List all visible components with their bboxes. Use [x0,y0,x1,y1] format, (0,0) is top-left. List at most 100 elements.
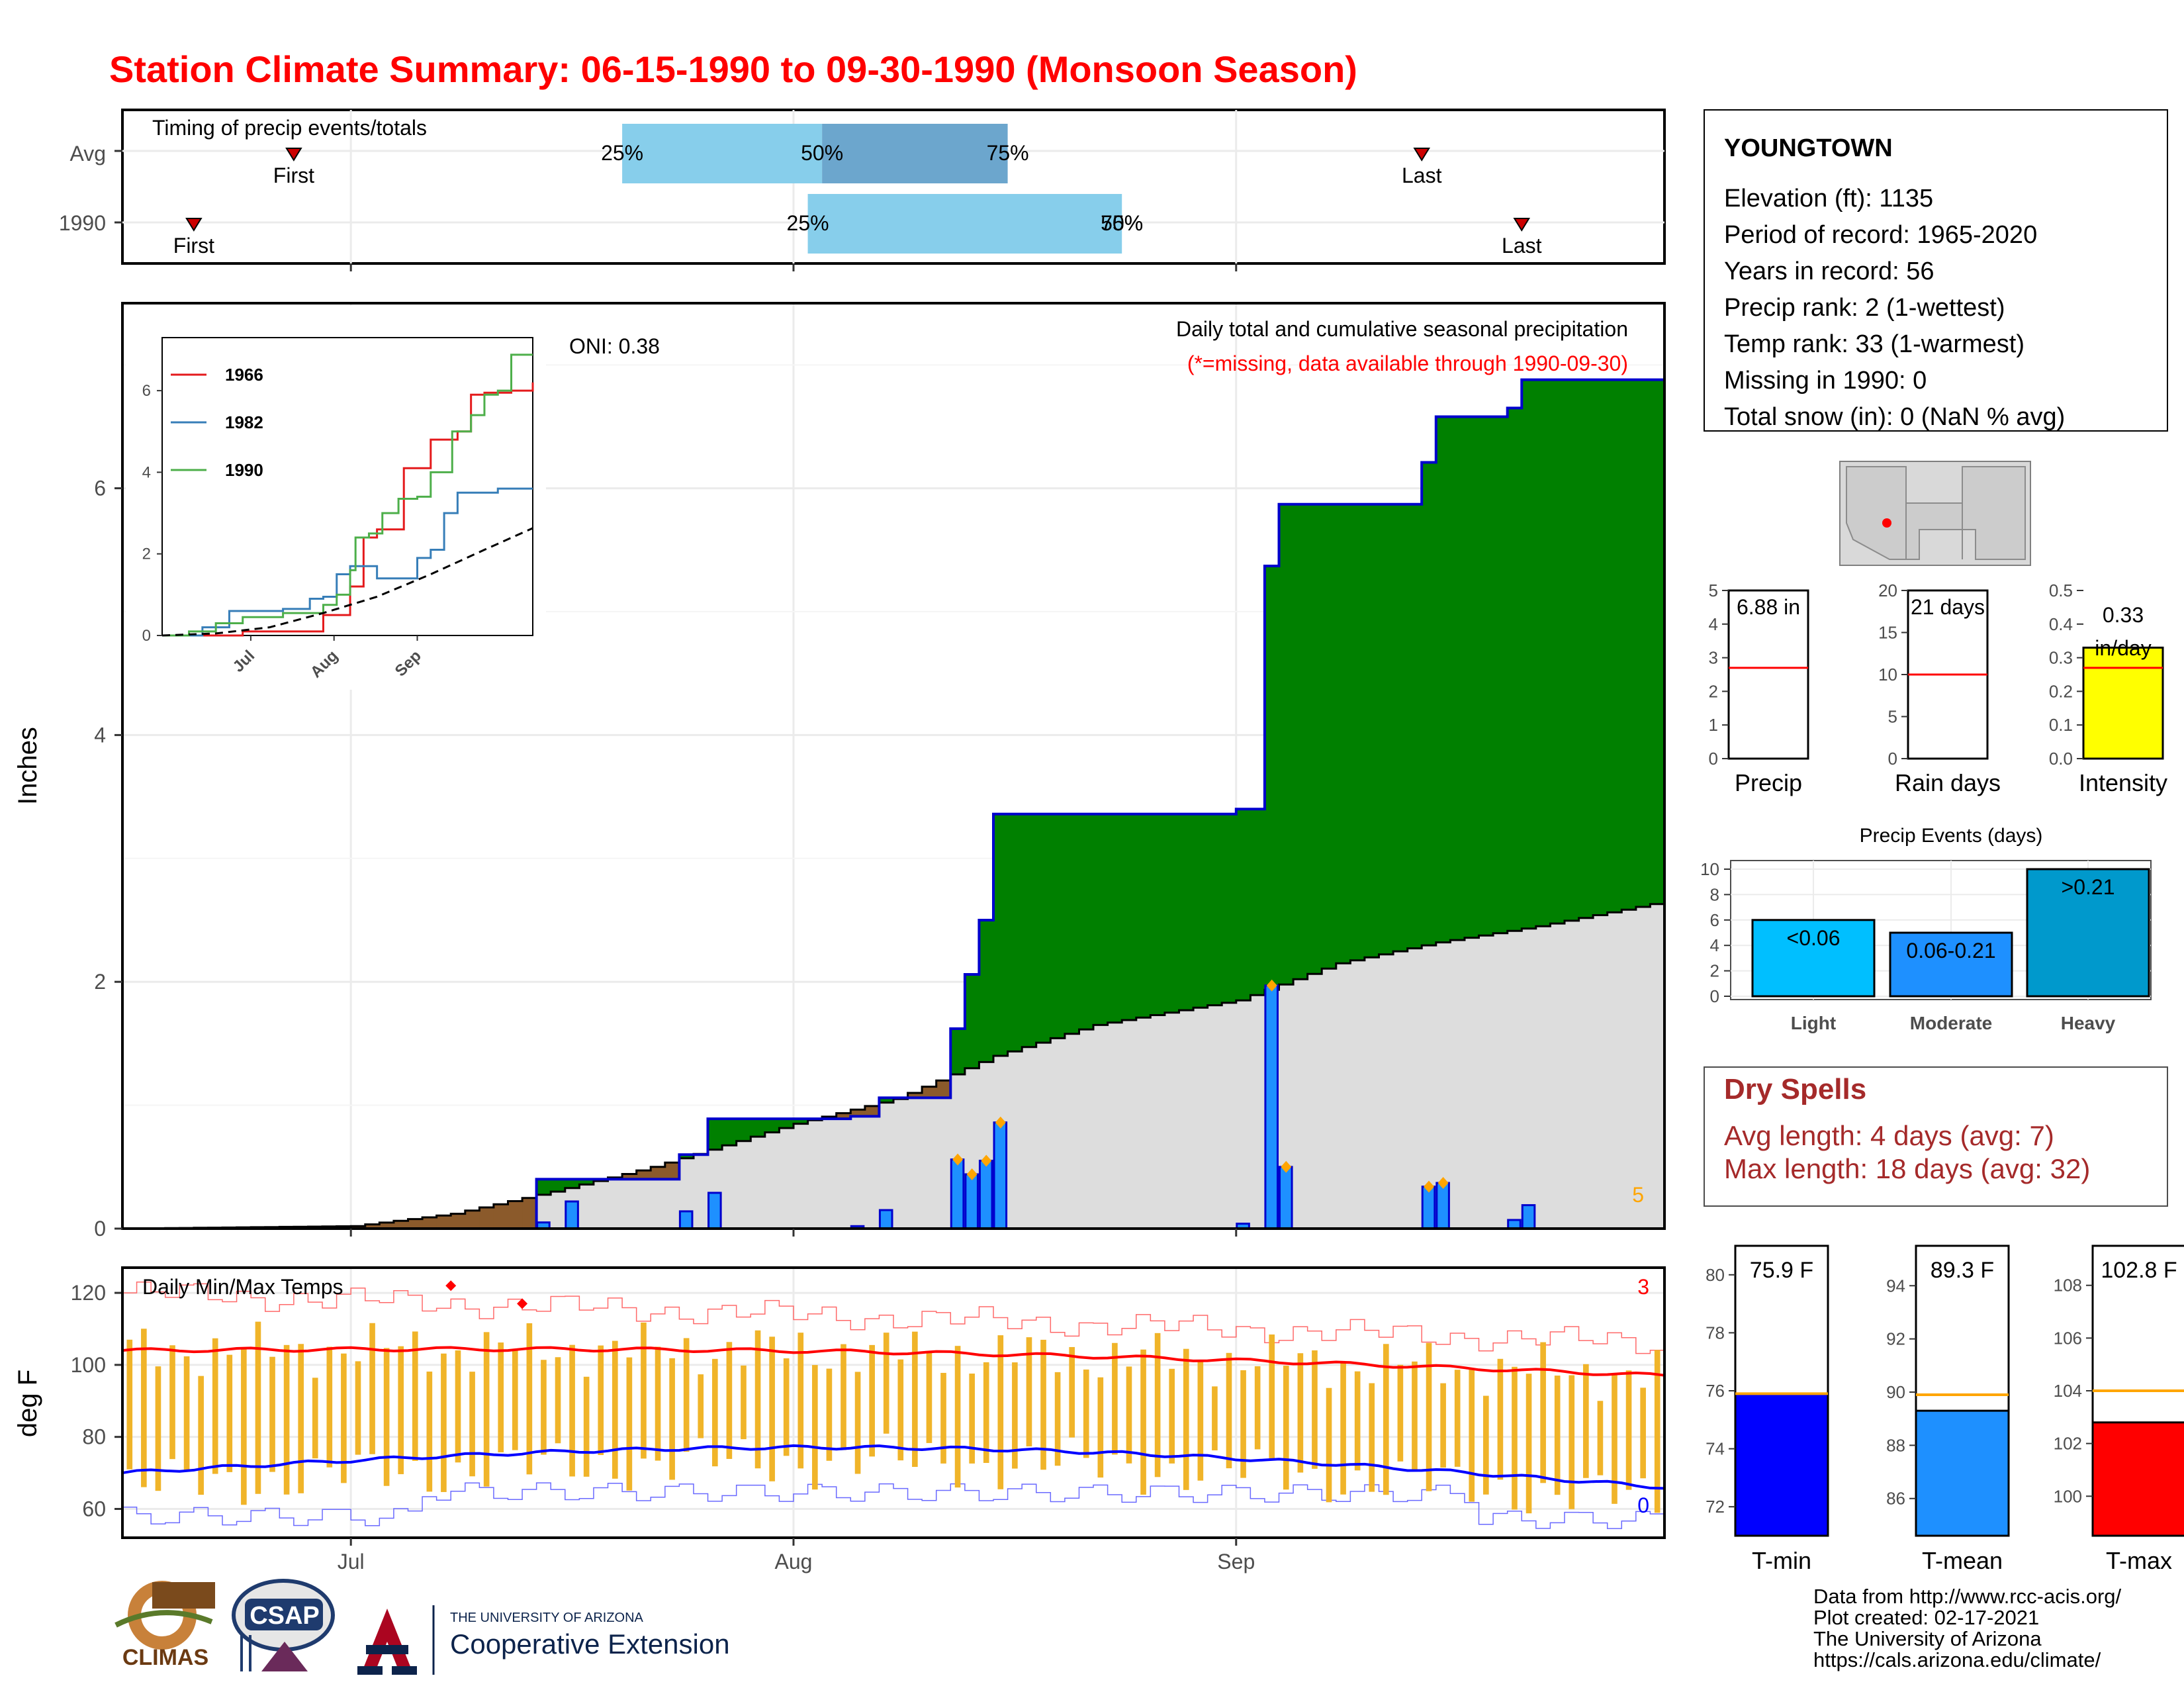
daily-precip-bar [964,1173,979,1230]
above-avg-fill [1164,814,1180,1013]
daily-temp-bar [954,1346,961,1488]
daily-temp-bar [797,1333,804,1469]
xaxis-tick-label: Jul [338,1550,365,1573]
events-ytick-label: 10 [1700,859,1719,879]
above-avg-fill [1364,504,1380,958]
events-bar-label: 0.06-0.21 [1906,939,1995,962]
daily-precip-bar [993,1121,1008,1230]
above-avg-fill [1479,416,1494,936]
temp-summary-t-max: 100 102 104 106 108 102.8 F T-max [2054,1244,2184,1574]
daily-temp-bar [1383,1344,1389,1495]
mini-bar-ytick-label: 4 [1709,614,1718,634]
events-ytick-label: 0 [1710,986,1719,1006]
mini-bar-label: Intensity [2079,769,2167,796]
daily-temp-bar [726,1342,733,1459]
below-avg-fill [936,1080,951,1098]
events-bar [2026,868,2150,998]
first-label: First [173,234,214,258]
daily-temp-bar [169,1345,175,1460]
daily-temp-bar [1612,1375,1617,1504]
daily-temp-bar [669,1358,675,1480]
record-high-marker [517,1298,528,1309]
daily-temp-bar [912,1331,918,1467]
timing-pct-25: 25% [601,141,643,165]
station-line-6: Total snow (in): 0 (NaN % avg) [1724,403,2065,431]
temp-summary-ytick-label: 104 [2054,1381,2082,1401]
mini-bar-ytick-label: 10 [1878,665,1897,684]
daily-temp-bar [1640,1387,1646,1479]
daily-precip-marker [952,1153,964,1166]
mini-bar-ytick-label: 0.5 [2049,581,2073,600]
mini-bar-ytick-label: 5 [1709,581,1718,600]
daily-temp-bar [1569,1375,1575,1509]
daily-temp-bar [769,1336,775,1481]
above-avg-fill [679,1154,694,1158]
last-marker [1513,218,1531,232]
inset-line-1990 [162,353,533,637]
daily-temp-bar [1654,1350,1661,1513]
below-avg-fill [365,1224,380,1229]
timing-pct-75: 75% [1101,211,1143,235]
daily-temp-bar [655,1346,661,1461]
inset-ytick-label: 6 [142,382,151,400]
daily-temp-bar [969,1374,975,1464]
timing-panel: Timing of precip events/totals Avg 1990 … [59,109,1666,271]
daily-temp-bar [1512,1366,1518,1510]
daily-temp-bar [1197,1360,1204,1481]
daily-temp-bar [1154,1333,1161,1477]
events-ytick-label: 8 [1710,884,1719,904]
mini-bar-ytick-label: 2 [1709,681,1718,701]
daily-temp-bar [1469,1369,1475,1502]
dry-spells-line-1: Max length: 18 days (avg: 32) [1724,1153,2090,1184]
normal-max-line [122,1346,1665,1377]
events-bar [1751,919,1876,998]
daily-temp-bar [1369,1383,1375,1492]
first-marker [185,218,203,232]
daily-temp-bar [326,1346,333,1468]
below-avg-fill [664,1162,680,1180]
daily-temp-bar [812,1365,818,1490]
timing-row-year: 1990 [59,211,106,235]
daily-temp-bar [1426,1342,1432,1491]
above-avg-fill [1407,504,1422,949]
daily-temp-bar [1254,1366,1261,1450]
daily-temp-bar [1040,1339,1046,1470]
above-avg-fill [1293,504,1308,980]
above-avg-fill [1079,814,1094,1030]
above-avg-fill [1607,379,1622,913]
normal-min-line [122,1444,1665,1490]
station-line-2: Years in record: 56 [1724,258,1934,285]
daily-temp-bar [983,1362,989,1463]
daily-temp-bar [241,1349,247,1505]
daily-temp-bar [1354,1371,1361,1471]
daily-temp-bar [426,1371,433,1492]
mini-bar-value-unit: in/day [2095,636,2151,660]
ua-logo-top: THE UNIVERSITY OF ARIZONA [450,1611,644,1625]
daily-temp-bar [369,1323,375,1454]
below-avg-fill [651,1166,666,1180]
temp-summary-ytick-label: 106 [2054,1328,2082,1348]
temp-max-count: 3 [1637,1275,1649,1299]
timing-pct-75: 75% [987,141,1029,165]
above-avg-fill [1522,379,1537,929]
timing-row-avg: Avg [69,142,106,165]
timing-box-50-75 [822,124,1008,183]
daily-temp-bar [569,1344,575,1477]
daily-precip-marker [981,1154,992,1167]
daily-precip-marker [966,1168,978,1180]
above-avg-fill [1064,814,1080,1034]
above-avg-fill [1222,814,1237,1003]
daily-temp-bar [526,1323,533,1475]
below-avg-fill [622,1174,637,1180]
daily-temp-bar [1625,1370,1632,1490]
page-title: Station Climate Summary: 06-15-1990 to 0… [109,48,1357,90]
above-avg-fill [1535,379,1551,927]
events-title: Precip Events (days) [1860,825,2043,847]
above-avg-fill [793,1119,809,1124]
daily-temp-bar [783,1358,790,1456]
mini-bar-rect [1727,589,1809,760]
above-avg-fill [764,1119,780,1133]
daily-precip-bar [950,1158,965,1230]
below-avg-fill [850,1109,866,1117]
